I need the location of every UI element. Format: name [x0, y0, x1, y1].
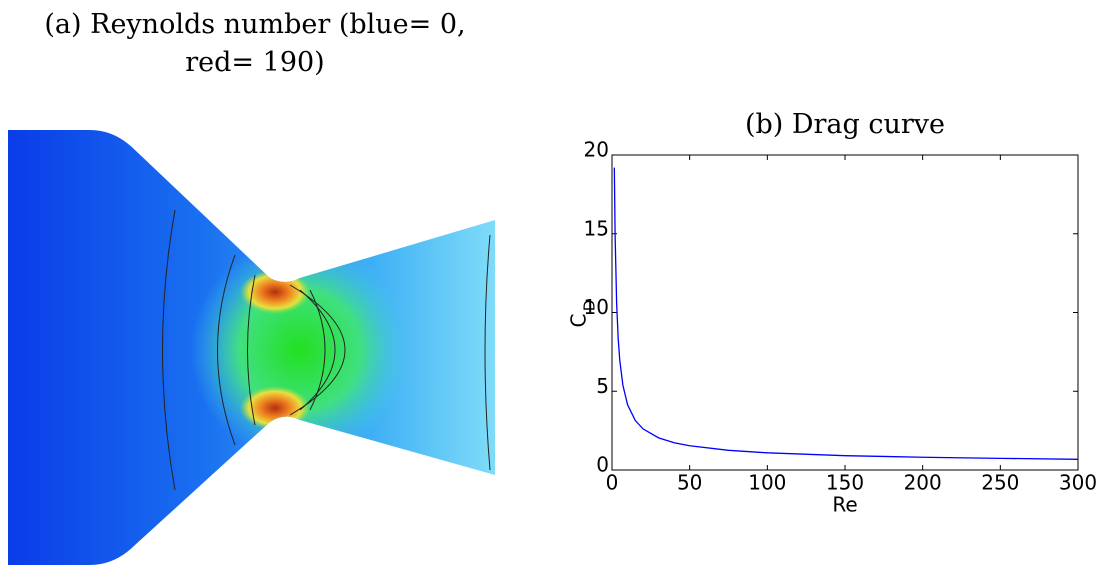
contour-image [8, 130, 495, 565]
y-axis-label-main: C [567, 314, 591, 328]
x-tick-label: 300 [1059, 471, 1097, 495]
y-axis-label-sub: D [581, 300, 599, 312]
y-tick-label: 0 [596, 453, 609, 477]
panel-a-title: (a) Reynolds number (blue= 0, red= 190) [44, 9, 466, 78]
x-tick-label: 100 [748, 471, 786, 495]
plot-frame [611, 154, 1079, 471]
x-tick-label: 150 [826, 471, 864, 495]
x-tick-label: 50 [677, 471, 702, 495]
plot-b: 0 50 100 150 200 250 300 0 5 10 15 20 Re CD [567, 138, 1098, 517]
y-tick-label: 10 [584, 295, 609, 319]
x-axis-label: Re [832, 493, 857, 517]
y-tick-label: 15 [584, 216, 609, 240]
y-axis-label: CD [567, 300, 599, 328]
y-tick-label: 5 [596, 374, 609, 398]
x-tick-label: 200 [904, 471, 942, 495]
panel-b-title: (b) Drag curve [744, 109, 946, 140]
x-tick-label: 0 [606, 471, 619, 495]
data-line [613, 167, 1079, 460]
x-tick-label: 250 [981, 471, 1019, 495]
y-tick-label: 20 [584, 138, 609, 162]
